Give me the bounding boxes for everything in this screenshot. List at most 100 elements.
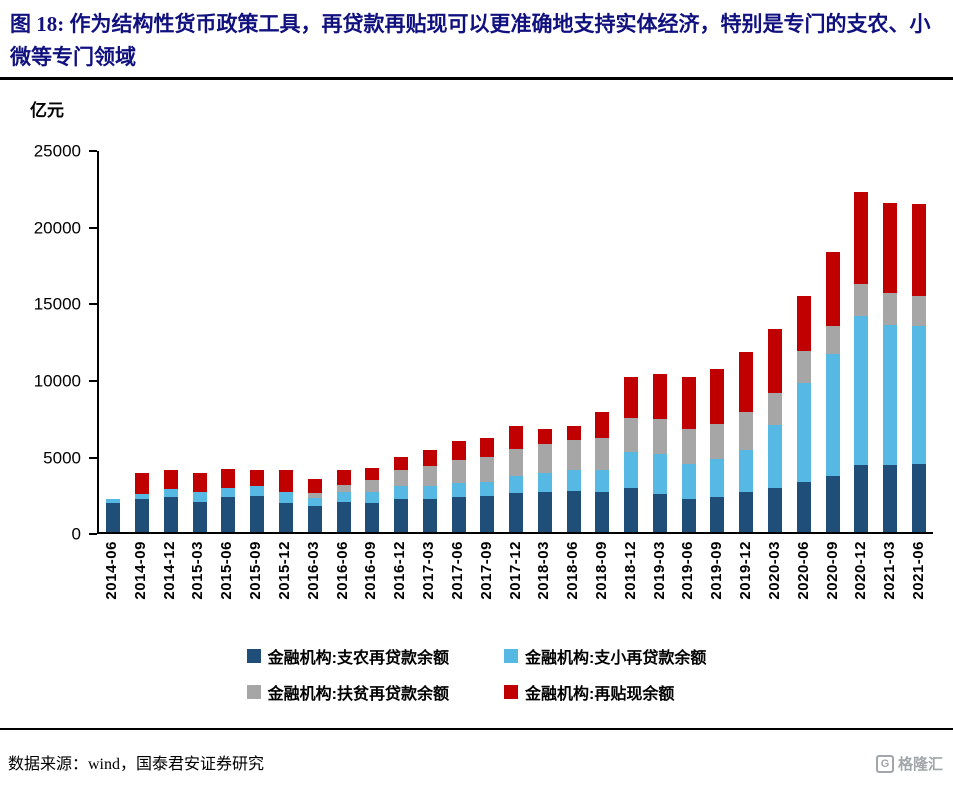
stacked-bar — [652, 151, 667, 533]
x-tick-slot: 2019-03 — [645, 534, 674, 634]
y-tick-label: 10000 — [33, 371, 81, 391]
bar-slot — [876, 151, 905, 533]
bar-segment — [681, 463, 696, 499]
stacked-bar — [365, 151, 380, 533]
bar-segment — [624, 487, 639, 533]
x-tick-slot: 2015-06 — [212, 534, 241, 634]
bar-segment — [566, 439, 581, 471]
stacked-bar — [192, 151, 207, 533]
x-tick-slot: 2016-09 — [356, 534, 385, 634]
bar-segment — [250, 469, 265, 487]
x-tick-slot: 2021-06 — [904, 534, 933, 634]
bar-segment — [566, 470, 581, 491]
bar-segment — [480, 437, 495, 458]
bar-segment — [854, 283, 869, 316]
bar-segment — [106, 503, 121, 533]
bar-segment — [135, 498, 150, 533]
x-tick-label: 2019-12 — [737, 541, 755, 600]
bar-slot — [473, 151, 502, 533]
bar-segment — [739, 449, 754, 493]
stacked-bar — [509, 151, 524, 533]
bar-slot — [243, 151, 272, 533]
x-tick-label: 2017-03 — [420, 541, 438, 600]
bar-segment — [681, 498, 696, 533]
bar-slot — [185, 151, 214, 533]
x-tick-label: 2016-09 — [362, 541, 380, 600]
bar-segment — [106, 498, 121, 504]
bar-segment — [307, 497, 322, 507]
bar-segment — [394, 486, 409, 499]
legend-item: 金融机构:支小再贷款余额 — [504, 644, 706, 668]
bar-slot — [703, 151, 732, 533]
bar-slot — [358, 151, 387, 533]
bar-segment — [652, 373, 667, 420]
stacked-bar — [307, 151, 322, 533]
bar-segment — [221, 497, 236, 533]
stacked-bar — [624, 151, 639, 533]
y-tick-label: 25000 — [33, 141, 81, 161]
x-tick-label: 2021-03 — [881, 541, 899, 600]
stacked-bar — [106, 151, 121, 533]
bar-segment — [250, 486, 265, 496]
x-tick-slot: 2019-06 — [674, 534, 703, 634]
bar-segment — [624, 452, 639, 488]
bar-segment — [796, 382, 811, 482]
y-tick-label: 0 — [71, 524, 81, 544]
bar-segment — [825, 251, 840, 327]
bar-segment — [278, 470, 293, 492]
figure-title: 图 18: 作为结构性货币政策工具，再贷款再贴现可以更准确地支持实体经济，特别是… — [10, 12, 931, 69]
stacked-bar — [278, 151, 293, 533]
legend-swatch-icon — [504, 685, 518, 700]
legend-item: 金融机构:再贴现余额 — [504, 680, 706, 704]
stacked-bar — [394, 151, 409, 533]
x-tick-slot: 2021-03 — [875, 534, 904, 634]
x-axis-labels: 2014-06 2014-09 2014-12 2015-03 2015-06 2015-… — [97, 534, 933, 634]
x-tick-label: 2020-12 — [852, 541, 870, 600]
bar-segment — [365, 492, 380, 504]
legend-item: 金融机构:支农再贷款余额 — [246, 644, 449, 668]
x-tick-label: 2020-06 — [794, 541, 812, 600]
bar-segment — [624, 417, 639, 453]
bar-segment — [336, 469, 351, 485]
bar-segment — [509, 476, 524, 494]
bar-slot — [444, 151, 473, 533]
stacked-bar — [451, 151, 466, 533]
bar-segment — [537, 492, 552, 533]
bar-segment — [595, 492, 610, 533]
bar-segment — [767, 425, 782, 488]
bar-segment — [566, 490, 581, 533]
x-tick-slot: 2018-09 — [587, 534, 616, 634]
x-tick-label: 2018-09 — [592, 541, 610, 600]
bar-segment — [394, 469, 409, 487]
bar-segment — [854, 192, 869, 284]
bar-segment — [192, 492, 207, 502]
bar-slot — [415, 151, 444, 533]
bar-slot — [818, 151, 847, 533]
legend-item: 金融机构:扶贫再贷款余额 — [246, 680, 449, 704]
y-tick-mark — [89, 533, 97, 536]
bar-segment — [163, 489, 178, 498]
bar-slot — [128, 151, 157, 533]
bar-segment — [509, 426, 524, 450]
stacked-bar — [710, 151, 725, 533]
x-tick-label: 2020-03 — [765, 541, 783, 600]
bar-segment — [422, 449, 437, 466]
x-tick-label: 2015-03 — [189, 541, 207, 600]
x-tick-slot: 2020-06 — [789, 534, 818, 634]
bar-segment — [192, 501, 207, 533]
stacked-bar — [854, 151, 869, 533]
bar-segment — [537, 472, 552, 493]
bar-segment — [825, 326, 840, 354]
bar-segment — [451, 483, 466, 498]
bar-segment — [365, 480, 380, 493]
bar-segment — [854, 465, 869, 533]
bar-segment — [767, 487, 782, 533]
bar-segment — [307, 506, 322, 533]
gelonghui-logo: G 格隆汇 — [875, 753, 943, 774]
x-tick-slot: 2018-06 — [558, 534, 587, 634]
bar-slot — [272, 151, 301, 533]
data-source-note: 数据来源：wind，国泰君安证券研究 — [8, 756, 265, 774]
bar-segment — [911, 463, 926, 533]
bar-segment — [796, 295, 811, 351]
